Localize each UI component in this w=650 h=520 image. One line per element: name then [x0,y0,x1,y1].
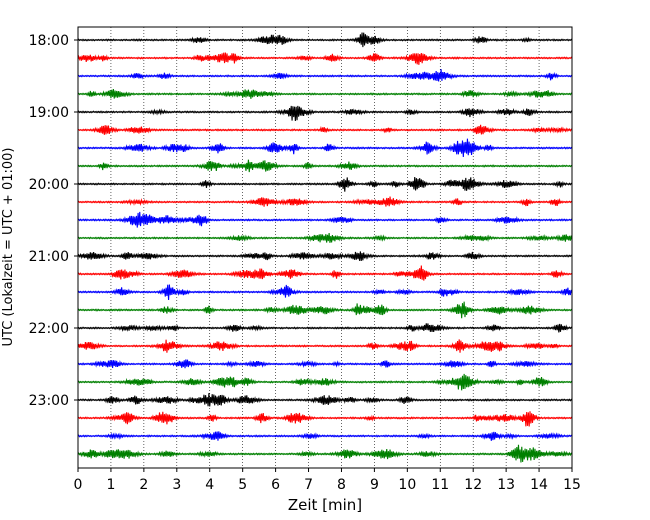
seismic-traces [77,32,573,463]
y-axis-ticks: 18:00 19:00 20:00 21:00 22:00 23:00 [29,33,78,409]
x-tick-label: 1 [106,477,115,493]
x-tick-label: 2 [139,477,148,493]
x-tick-label: 6 [271,477,280,493]
seismic-trace [77,159,573,173]
y-tick-label: 18:00 [29,33,69,49]
y-tick-label: 19:00 [29,105,69,121]
seismic-trace [77,105,573,122]
x-tick-label: 3 [172,477,181,493]
x-tick-label: 0 [74,477,83,493]
y-tick-label: 22:00 [29,321,69,337]
seismic-trace [77,69,573,82]
seismic-trace [77,32,573,48]
seismic-trace [77,89,573,99]
x-tick-label: 12 [464,477,482,493]
y-axis-label: UTC (Lokalzeit = UTC + 01:00) [1,148,16,347]
seismic-trace [77,211,573,228]
y-tick-label: 20:00 [29,177,69,193]
x-tick-label: 5 [238,477,247,493]
x-tick-label: 9 [370,477,379,493]
y-tick-label: 21:00 [29,249,69,265]
y-tick-label: 23:00 [29,393,69,409]
seismic-trace [77,444,573,463]
seismic-trace [77,124,573,135]
seismic-trace [77,431,573,441]
x-tick-label: 11 [431,477,449,493]
seismic-trace [77,393,573,407]
x-tick-label: 4 [205,477,214,493]
seismic-trace [77,196,573,207]
plot-frame [77,26,573,469]
x-tick-label: 14 [530,477,548,493]
seismic-trace [77,251,573,262]
seismic-trace [77,232,573,243]
seismic-trace [77,138,573,157]
seismic-trace [77,177,573,192]
seismic-trace [77,301,573,319]
seismic-trace [77,265,573,281]
seismic-trace [77,359,573,369]
seismic-trace [77,373,573,391]
seismic-trace [77,284,573,300]
x-tick-label: 10 [398,477,416,493]
x-tick-label: 15 [563,477,581,493]
x-tick-label: 7 [304,477,313,493]
plot-background [78,27,572,468]
x-tick-label: 13 [497,477,515,493]
seismic-trace [77,339,573,353]
seismic-trace [77,411,573,427]
x-tick-label: 8 [337,477,346,493]
x-axis-label: Zeit [min] [288,496,362,514]
seismic-trace [77,52,573,65]
x-axis-ticks: 0 1 2 3 4 5 6 7 8 9 10 11 12 13 14 15 [74,468,581,493]
seismic-trace [77,323,573,333]
